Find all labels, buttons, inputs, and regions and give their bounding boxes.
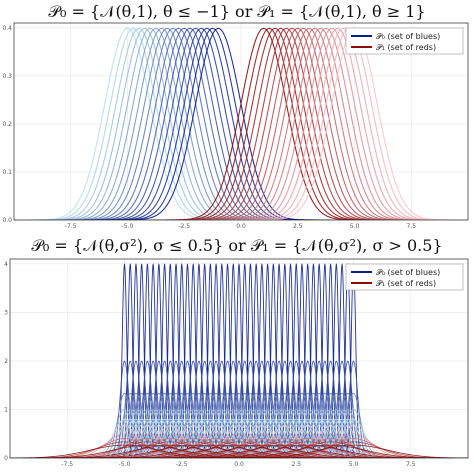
blue-density-curve [104,27,332,220]
x-tick-label: -2.5 [178,223,190,230]
y-tick-label: 0.4 [2,25,12,32]
top-legend-label-blues: 𝒫₀ (set of blues) [376,32,440,41]
bottom-legend-label-blues: 𝒫₀ (set of blues) [376,268,440,277]
x-tick-label: 5.0 [350,223,360,230]
bottom-plot-frame [9,258,469,459]
top-curves [14,27,468,220]
x-tick-label: 7.5 [406,223,416,230]
x-tick-label: 7.5 [406,461,416,468]
x-tick-label: -5.0 [122,223,134,230]
x-tick-label: -2.5 [176,461,188,468]
top-legend-box [345,27,464,55]
y-tick-label: 0.2 [2,121,12,128]
top-panel: 𝒫₀ = {𝒩(θ,1), θ ≤ −1} or 𝒫₁ = {𝒩(θ,1), θ… [2,2,469,230]
x-tick-label: 2.5 [291,461,301,468]
x-tick-label: -7.5 [61,461,73,468]
top-legend-label-reds: 𝒫₁ (set of reds) [376,43,436,52]
bottom-ticks: -7.5 -5.0 -2.5 0.0 2.5 5.0 7.5 0 1 2 3 4 [4,261,416,468]
y-tick-label: 0.1 [2,169,12,176]
bottom-title: 𝒫₀ = {𝒩(θ,σ²), σ ≤ 0.5} or 𝒫₁ = {𝒩(θ,σ²)… [31,236,442,255]
y-tick-label: 0.3 [2,73,12,80]
bottom-panel: 𝒫₀ = {𝒩(θ,σ²), σ ≤ 0.5} or 𝒫₁ = {𝒩(θ,σ²)… [4,236,469,468]
bottom-legend-box [345,263,464,291]
y-tick-label: 3 [4,309,8,316]
y-tick-label: 0 [4,455,8,462]
bottom-legend-label-reds: 𝒫₁ (set of reds) [376,279,436,288]
x-tick-label: 5.0 [349,461,359,468]
x-tick-label: 0.0 [234,461,244,468]
top-plot-frame [13,22,469,221]
x-tick-label: 0.0 [236,223,246,230]
y-tick-label: 1 [4,406,8,413]
y-tick-label: 0.0 [2,217,12,224]
top-ticks: -7.5 -5.0 -2.5 0.0 2.5 5.0 7.5 0.0 0.1 0.2 0.3 0.4 [2,25,416,230]
y-tick-label: 2 [4,358,8,365]
x-tick-label: -7.5 [65,223,77,230]
y-tick-label: 4 [4,261,8,268]
x-tick-label: -5.0 [119,461,131,468]
bottom-legend: 𝒫₀ (set of blues) 𝒫₁ (set of reds) [345,263,464,291]
top-legend: 𝒫₀ (set of blues) 𝒫₁ (set of reds) [345,27,464,55]
x-tick-label: 2.5 [293,223,303,230]
top-title: 𝒫₀ = {𝒩(θ,1), θ ≤ −1} or 𝒫₁ = {𝒩(θ,1), θ… [48,2,425,21]
